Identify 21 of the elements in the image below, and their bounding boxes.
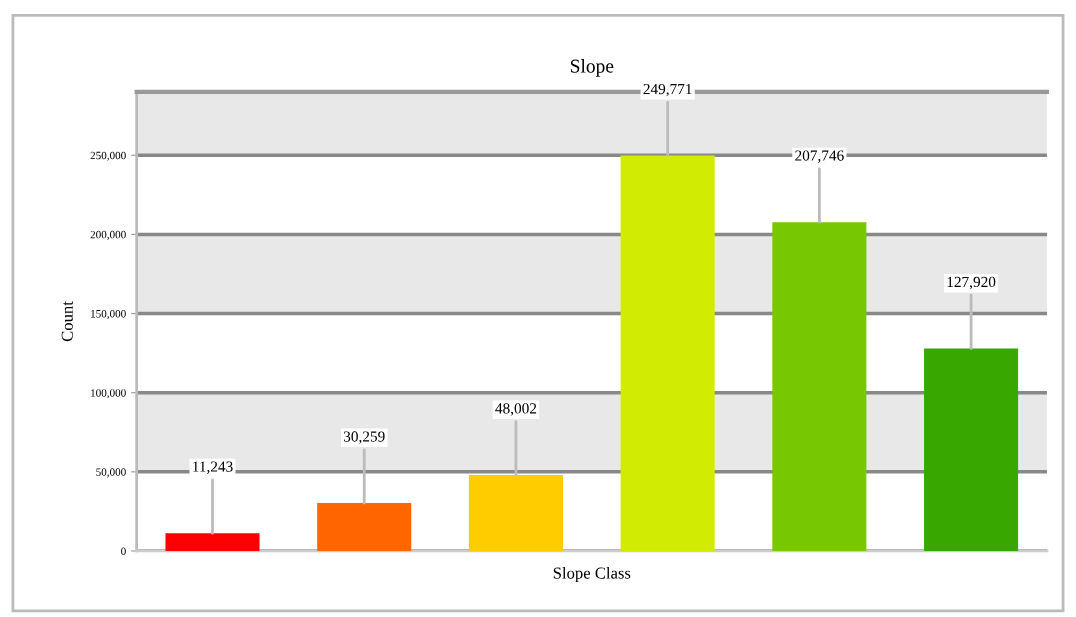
bar: [165, 533, 260, 551]
y-tick-label: 100,000: [91, 389, 126, 399]
bar: [620, 155, 715, 551]
data-label: 249,771: [643, 83, 692, 97]
bar: [924, 348, 1019, 551]
bar: [772, 222, 867, 551]
y-axis-title: Count: [61, 301, 73, 342]
y-tick-label: 250,000: [90, 151, 126, 161]
x-axis-title: Slope Class: [553, 566, 631, 583]
data-label: 127,920: [947, 276, 996, 290]
chart-title: Slope: [570, 59, 614, 77]
bar: [317, 503, 412, 551]
data-label: 30,259: [343, 431, 385, 444]
data-label: 207,746: [795, 150, 844, 163]
y-tick-label: 50,000: [96, 468, 126, 478]
data-label: 11,243: [193, 461, 233, 474]
y-tick-label: 200,000: [90, 230, 126, 240]
bar: [468, 475, 563, 551]
data-label: 48,002: [495, 403, 537, 416]
y-tick-label: 0: [121, 547, 126, 555]
y-tick-label: 150,000: [91, 310, 126, 320]
